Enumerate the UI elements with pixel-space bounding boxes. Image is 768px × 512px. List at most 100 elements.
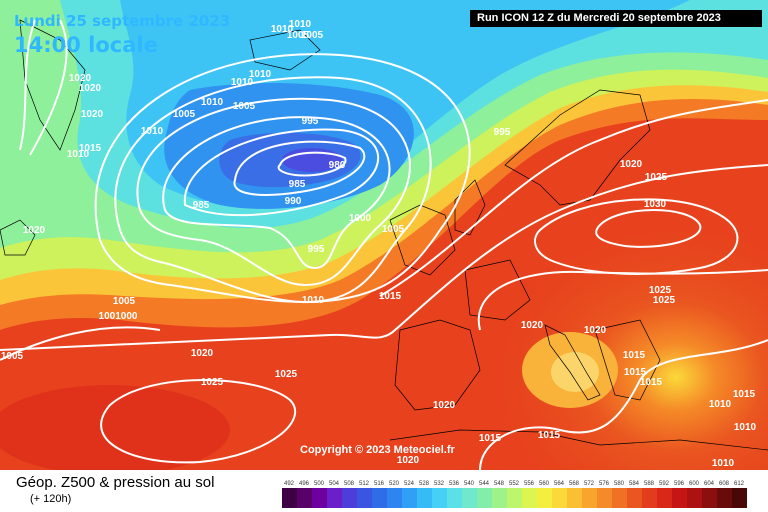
isobar-label: 1020	[397, 455, 420, 466]
scale-swatch	[342, 488, 357, 508]
scale-swatch	[297, 488, 312, 508]
isobar-label: 1025	[275, 369, 298, 380]
isobar-label: 1015	[79, 143, 102, 154]
scale-label: 588	[644, 481, 655, 487]
scale-swatch	[732, 488, 747, 508]
scale-swatch	[477, 488, 492, 508]
isobar-label: 1010	[302, 295, 325, 306]
isobar-label: 1010	[231, 77, 254, 88]
scale-label: 500	[314, 481, 325, 487]
isobar-label: 1005	[1, 351, 24, 362]
scale-label: 536	[449, 481, 460, 487]
isobar-label: 1025	[645, 172, 668, 183]
scale-swatch	[357, 488, 372, 508]
isobar-label: 1001000	[99, 311, 138, 322]
legend-title: Géop. Z500 & pression au sol	[16, 474, 215, 491]
scale-label: 492	[284, 481, 295, 487]
scale-swatch	[537, 488, 552, 508]
scale-swatch	[282, 488, 297, 508]
synoptic-map: 1020 1020 1020 1015 1010 1020 1010 1005 …	[0, 0, 768, 470]
scale-label: 584	[629, 481, 640, 487]
scale-label: 548	[494, 481, 505, 487]
isobar-label: 1015	[640, 377, 663, 388]
coastlines	[0, 19, 768, 451]
scale-swatch	[657, 488, 672, 508]
legend-subtitle: (+ 120h)	[30, 493, 72, 505]
scale-label: 544	[479, 481, 490, 487]
scale-swatch	[327, 488, 342, 508]
scale-label: 572	[584, 481, 595, 487]
scale-label: 528	[419, 481, 430, 487]
scale-swatch	[717, 488, 732, 508]
isobar-label: 1010	[289, 19, 312, 30]
isobar-label: 1015	[479, 433, 502, 444]
isobar-label: 995	[308, 244, 325, 255]
isobar-label: 1025	[653, 295, 676, 306]
isobar-labels: 1020 1020 1020 1015 1010 1020 1010 1005 …	[1, 19, 757, 469]
isobar-label: 1020	[79, 83, 102, 94]
isobar-label: 1010	[141, 126, 164, 137]
scale-swatch	[552, 488, 567, 508]
isobar-low-995	[162, 116, 391, 270]
isobar-label: 1020	[81, 109, 104, 120]
scale-swatch	[507, 488, 522, 508]
isobar-1025-atl	[100, 379, 297, 464]
scale-swatch	[432, 488, 447, 508]
coast-ireland-uk	[389, 179, 486, 276]
copyright: Copyright © 2023 Meteociel.fr	[300, 444, 455, 456]
isobar-1015-med	[479, 339, 768, 470]
color-scale: 492 496 500 504 508 512 516 520 524 528 532 536 540 5…	[282, 481, 747, 508]
scale-label: 580	[614, 481, 625, 487]
isobar-1020-eu	[477, 269, 768, 331]
isobar-label: 1010	[249, 69, 272, 80]
isobar-1010	[94, 53, 471, 304]
isobars	[0, 19, 768, 470]
scale-label: 560	[539, 481, 550, 487]
field-high-europe	[400, 160, 768, 470]
scale-swatch	[387, 488, 402, 508]
scale-label: 564	[554, 481, 565, 487]
isobar-label: 1005	[382, 224, 405, 235]
isobar-label: 1005	[113, 296, 136, 307]
isobar-1020-south	[0, 164, 768, 351]
isobar-label: 1020	[584, 325, 607, 336]
scale-label: 508	[344, 481, 355, 487]
isobar-label: 1010	[712, 458, 735, 469]
isobar-1025-eu	[534, 198, 739, 275]
isobar-1030-eu	[595, 209, 702, 248]
scale-label: 576	[599, 481, 610, 487]
scale-swatch	[312, 488, 327, 508]
isobar-label: 1020	[521, 320, 544, 331]
scale-swatch	[642, 488, 657, 508]
coast-italy	[544, 324, 601, 401]
coast-newfoundland	[0, 219, 36, 256]
coast-balkans	[594, 319, 661, 401]
isobar-label: 1015	[379, 291, 402, 302]
isobar-label: 1015	[623, 350, 646, 361]
isobar-label: 1020	[191, 348, 214, 359]
isobar-low-985	[233, 140, 366, 196]
isobar-label: 995	[302, 116, 319, 127]
isobar-1020-north	[19, 19, 36, 151]
forecast-date: Lundi 25 septembre 2023	[14, 12, 231, 30]
scale-label: 524	[404, 481, 415, 487]
scale-swatch	[567, 488, 582, 508]
isobar-label: 1005	[301, 30, 324, 41]
isobar-label: 1020	[620, 159, 643, 170]
scale-label: 516	[374, 481, 385, 487]
scale-swatch	[492, 488, 507, 508]
scale-swatch	[417, 488, 432, 508]
scale-label: 568	[569, 481, 580, 487]
scale-swatch	[372, 488, 387, 508]
scale-label: 540	[464, 481, 475, 487]
isobar-1015	[29, 19, 768, 297]
isobar-label: 985	[193, 200, 210, 211]
scale-label: 552	[509, 481, 520, 487]
scale-label: 600	[689, 481, 700, 487]
run-info: Run ICON 12 Z du Mercredi 20 septembre 2…	[470, 10, 762, 27]
scale-label: 592	[659, 481, 670, 487]
isobar-label: 1020	[23, 225, 46, 236]
scale-swatch	[402, 488, 417, 508]
scale-label: 612	[734, 481, 745, 487]
scale-swatch	[687, 488, 702, 508]
